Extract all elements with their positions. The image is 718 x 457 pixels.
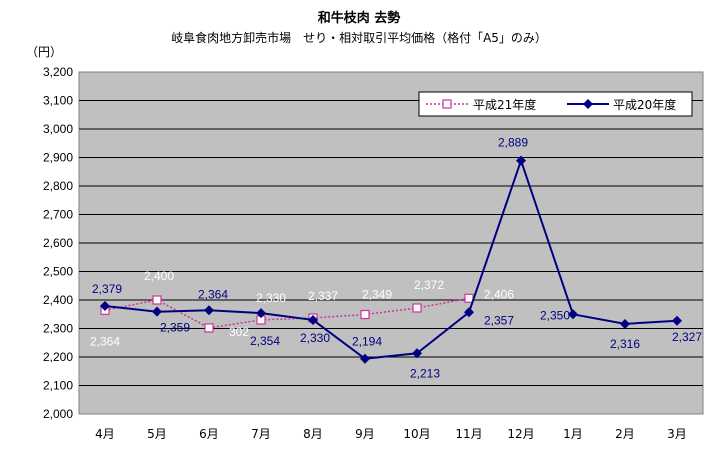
- data-label: 2,379: [92, 282, 122, 296]
- y-tick-label: 3,100: [43, 94, 73, 108]
- y-tick-label: 2,700: [43, 208, 73, 222]
- data-label: 2,194: [352, 335, 382, 349]
- series-marker: [204, 305, 214, 316]
- x-tick-label: 5月: [147, 427, 167, 441]
- x-tick-label: 6月: [199, 427, 219, 441]
- legend-marker-h21: [442, 99, 452, 109]
- series-marker: [620, 318, 630, 329]
- data-label: 2,354: [250, 334, 280, 348]
- y-tick-label: 3,000: [43, 122, 73, 136]
- x-tick-labels: 4月 5月 6月 7月 8月 9月 10月 11月 12月 1月 2月 3月: [95, 427, 687, 441]
- y-tick-label: 2,300: [43, 322, 73, 336]
- x-tick-label: 2月: [615, 427, 635, 441]
- legend-marker-h20: [583, 99, 593, 109]
- x-tick-label: 3月: [667, 427, 687, 441]
- series-marker: [152, 295, 162, 305]
- data-label: 2,372: [414, 278, 444, 292]
- series-marker: [152, 306, 162, 317]
- y-tick-label: 2,100: [43, 379, 73, 393]
- legend-box: [418, 91, 693, 117]
- x-tick-label: 10月: [403, 427, 430, 441]
- series-marker: [204, 323, 214, 333]
- x-tick-label: 8月: [303, 427, 323, 441]
- series-marker: [516, 155, 526, 166]
- legend-label-h20: 平成20年度: [613, 97, 676, 112]
- series-marker: [464, 307, 474, 318]
- y-tick-label: 2,200: [43, 350, 73, 364]
- series-line: [104, 157, 678, 360]
- grid-lines: [79, 100, 703, 386]
- x-tick-label: 11月: [455, 427, 482, 441]
- y-tick-label: 2,900: [43, 151, 73, 165]
- series-lines: [100, 155, 682, 364]
- x-tick-label: 9月: [355, 427, 375, 441]
- y-tick-label: 2,500: [43, 265, 73, 279]
- series-marker: [360, 353, 370, 364]
- series-marker: [412, 348, 422, 359]
- data-label: 2,889: [498, 136, 528, 150]
- data-labels: 2,364 2,400 302 2,330 2,337 2,349 2,372 2,406 2,…: [90, 136, 702, 381]
- data-label: 2,364: [198, 287, 228, 301]
- y-tick-label: 3,200: [43, 65, 73, 79]
- series-marker: [100, 300, 110, 311]
- data-label: 2,400: [144, 269, 174, 283]
- series-marker: [360, 309, 370, 320]
- data-label: 2,364: [90, 334, 120, 348]
- y-tick-label: 2,600: [43, 236, 73, 250]
- data-label: 2,316: [610, 337, 640, 351]
- series-marker: [412, 303, 422, 313]
- series-marker: [672, 315, 682, 326]
- y-tick-label: 2,000: [43, 407, 73, 421]
- x-tick-label: 7月: [251, 427, 271, 441]
- y-tick-label: 2,400: [43, 293, 73, 307]
- data-label: 2,330: [256, 291, 286, 305]
- data-label: 2,350: [540, 308, 570, 322]
- x-tick-label: 1月: [563, 427, 583, 441]
- chart-title: 和牛枝肉 去勢: [318, 10, 401, 26]
- legend-label-h21: 平成21年度: [473, 97, 536, 112]
- x-tick-label: 12月: [507, 427, 534, 441]
- y-tick-labels: 2,000 2,100 2,200 2,300 2,400 2,500 2,600 2,700…: [43, 65, 73, 421]
- x-tick-label: 4月: [95, 427, 115, 441]
- data-label: 2,337: [308, 289, 338, 303]
- chart-subtitle: 岐阜食肉地方卸売市場 せり・相対取引平均価格（格付「A5」のみ）: [171, 30, 547, 45]
- data-label: 2,213: [410, 366, 440, 380]
- legend: 平成21年度 平成20年度: [418, 91, 693, 117]
- data-label: 2,359: [160, 321, 190, 335]
- data-label: 2,406: [484, 287, 514, 301]
- data-label: 2,357: [484, 313, 514, 327]
- data-label: 302: [229, 325, 249, 339]
- series-marker: [256, 308, 266, 319]
- data-label: 2,330: [300, 331, 330, 345]
- y-tick-label: 2,800: [43, 179, 73, 193]
- data-label: 2,349: [362, 288, 392, 302]
- series-marker: [568, 309, 578, 320]
- series-line: [104, 297, 470, 329]
- data-label: 2,327: [672, 330, 702, 344]
- y-axis-unit: （円）: [26, 45, 62, 59]
- series-marker: [308, 314, 318, 325]
